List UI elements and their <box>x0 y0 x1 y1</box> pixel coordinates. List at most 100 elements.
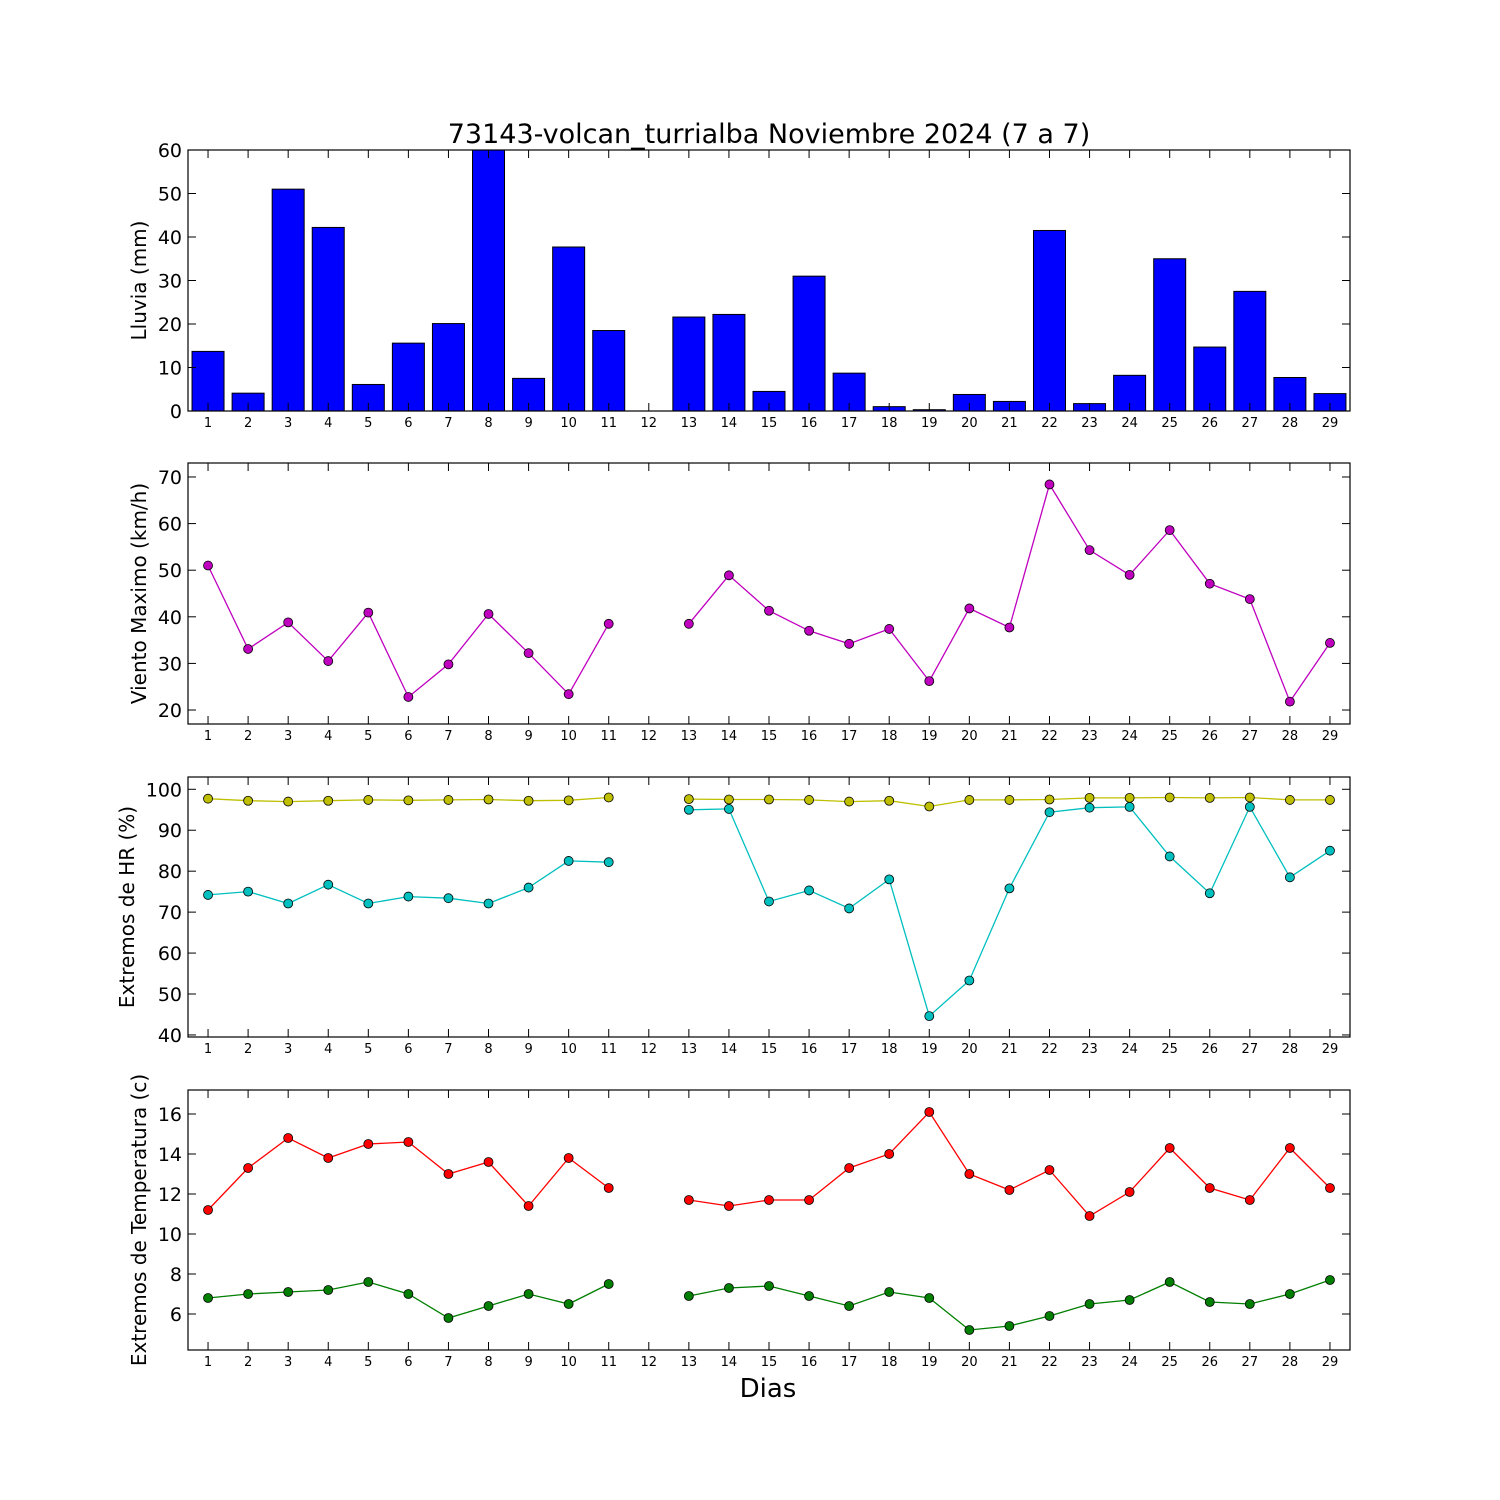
series-2-point-day-2 <box>243 1289 254 1299</box>
x-tick-label: 24 <box>1121 1355 1138 1370</box>
chart-title: 73143-volcan_turrialba Noviembre 2024 (7… <box>448 119 1091 150</box>
series-1-point-day-23 <box>1084 792 1095 803</box>
series-2-point-day-17 <box>844 903 855 914</box>
x-tick-label: 6 <box>404 416 412 431</box>
series-2-point-day-9 <box>523 882 534 893</box>
series-1-point-day-4 <box>323 656 334 666</box>
series-2-point-day-25 <box>1164 851 1175 862</box>
y-tick-label: 60 <box>158 140 182 162</box>
series-2-point-day-5 <box>363 1277 374 1287</box>
x-tick-label: 4 <box>324 729 332 744</box>
x-tick-label: 18 <box>881 1042 898 1057</box>
series-1-point-day-9 <box>523 648 534 659</box>
series-2-point-day-16 <box>804 1291 814 1301</box>
x-tick-label: 28 <box>1282 1355 1299 1370</box>
x-tick-label: 7 <box>444 1355 452 1370</box>
x-tick-label: 25 <box>1161 1355 1178 1370</box>
x-tick-label: 22 <box>1041 1355 1058 1370</box>
x-tick-label: 25 <box>1161 416 1178 431</box>
series-2-point-day-15 <box>764 896 774 907</box>
series-1-point-day-27 <box>1244 594 1255 604</box>
series-1-point-day-5 <box>363 1139 374 1149</box>
series-1-point-day-29 <box>1325 795 1335 805</box>
y-tick-label: 60 <box>158 943 182 965</box>
x-tick-label: 20 <box>961 416 978 431</box>
x-tick-label: 8 <box>484 1042 492 1057</box>
y-axis-label: Viento Maximo (km/h) <box>127 483 151 704</box>
x-tick-label: 14 <box>721 416 738 431</box>
series-2-point-day-3 <box>283 898 294 909</box>
series-1-point-day-7 <box>443 659 454 670</box>
x-tick-label: 11 <box>600 416 617 431</box>
series-1-point-day-8 <box>483 794 494 805</box>
x-tick-label: 9 <box>524 729 532 744</box>
series-1-point-day-18 <box>884 795 895 806</box>
x-tick-label: 27 <box>1242 416 1259 431</box>
series-2-point-day-14 <box>724 804 734 814</box>
x-tick-label: 29 <box>1322 416 1339 431</box>
series-2-point-day-27 <box>1244 1299 1255 1309</box>
y-tick-label: 10 <box>158 1224 182 1246</box>
x-tick-label: 15 <box>761 1355 778 1370</box>
bar-day-13 <box>672 316 706 412</box>
series-1-point-day-16 <box>804 795 814 805</box>
x-tick-label: 29 <box>1322 729 1339 744</box>
series-1-point-day-28 <box>1284 1143 1295 1153</box>
x-axis-label: Dias <box>740 1374 797 1404</box>
series-1-point-day-15 <box>764 1195 774 1205</box>
series-1-point-day-5 <box>363 795 374 805</box>
series-1-point-day-8 <box>483 609 494 619</box>
y-tick-label: 50 <box>158 984 182 1006</box>
series-2-point-day-14 <box>724 1283 734 1293</box>
series-1-point-day-10 <box>563 795 574 806</box>
bar-day-26 <box>1193 346 1227 412</box>
series-2-point-day-1 <box>203 890 213 900</box>
series-1-point-day-29 <box>1325 1183 1335 1193</box>
x-tick-label: 26 <box>1201 1355 1218 1370</box>
series-1-point-day-11 <box>603 1183 614 1193</box>
series-2-point-day-22 <box>1044 1311 1055 1321</box>
x-tick-label: 25 <box>1161 729 1178 744</box>
x-tick-label: 21 <box>1001 416 1018 431</box>
series-1-point-day-14 <box>724 1201 734 1211</box>
x-tick-label: 28 <box>1282 729 1299 744</box>
x-tick-label: 8 <box>484 729 492 744</box>
series-2-point-day-26 <box>1204 888 1215 899</box>
x-tick-label: 23 <box>1081 1042 1098 1057</box>
series-2-point-day-24 <box>1124 1295 1135 1305</box>
series-2-point-day-13 <box>683 1291 694 1301</box>
series-1-point-day-19 <box>924 676 935 687</box>
series-1-point-day-8 <box>483 1157 494 1167</box>
series-2-point-day-1 <box>203 1293 213 1303</box>
series-1-point-day-17 <box>844 638 855 649</box>
y-tick-label: 6 <box>170 1304 182 1326</box>
series-2-point-day-26 <box>1204 1297 1215 1307</box>
series-1-point-day-14 <box>724 794 734 805</box>
x-tick-label: 11 <box>600 1355 617 1370</box>
x-tick-label: 17 <box>841 1042 858 1057</box>
series-2-point-day-4 <box>323 879 334 890</box>
x-tick-label: 2 <box>244 729 252 744</box>
series-2-point-day-18 <box>884 874 895 885</box>
y-tick-label: 10 <box>158 358 182 380</box>
series-2-point-day-20 <box>964 975 975 986</box>
x-tick-label: 1 <box>204 1355 212 1370</box>
y-tick-label: 14 <box>158 1144 182 1166</box>
x-tick-label: 6 <box>404 1355 412 1370</box>
series-1-point-day-4 <box>323 1153 334 1163</box>
series-1-point-day-28 <box>1284 795 1295 805</box>
x-tick-label: 20 <box>961 1042 978 1057</box>
y-tick-label: 20 <box>158 700 182 722</box>
y-tick-label: 20 <box>158 314 182 336</box>
series-1-point-day-1 <box>203 1205 213 1215</box>
x-tick-label: 24 <box>1121 729 1138 744</box>
bar-day-4 <box>311 226 345 412</box>
series-2-point-day-11 <box>603 857 614 868</box>
x-tick-label: 18 <box>881 1355 898 1370</box>
series-2-point-day-3 <box>283 1287 294 1297</box>
x-tick-label: 9 <box>524 416 532 431</box>
series-1-point-day-13 <box>683 794 694 805</box>
series-1-point-day-1 <box>203 793 213 804</box>
x-tick-label: 11 <box>600 729 617 744</box>
